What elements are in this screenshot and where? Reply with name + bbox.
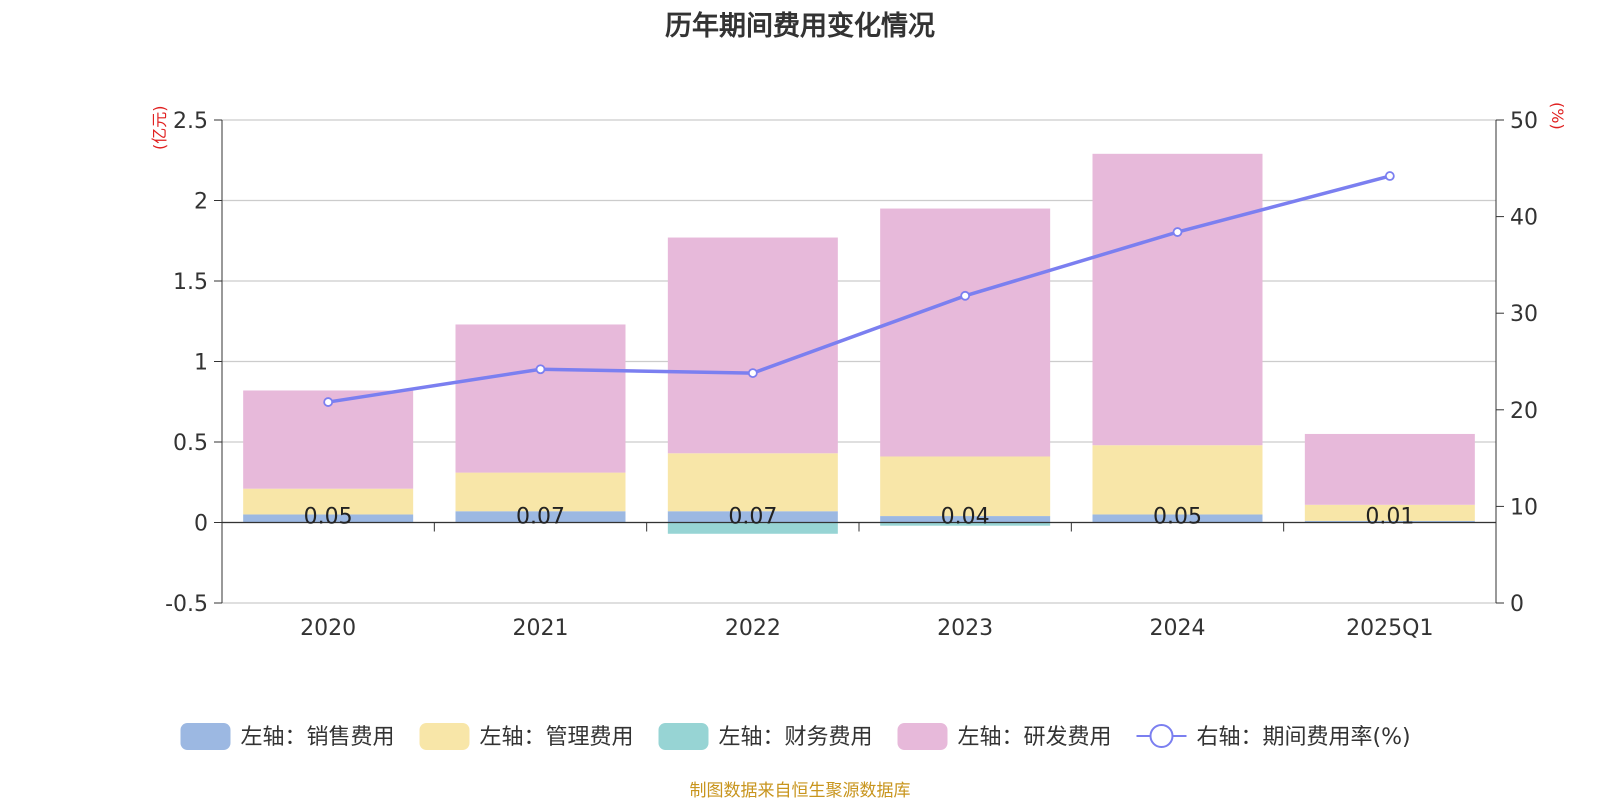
legend-label: 左轴：财务费用 [719,725,873,750]
legend-label: 左轴：管理费用 [480,725,634,750]
x-axis-tick-label: 2023 [937,616,993,641]
left-axis-tick-label: -0.5 [165,592,208,617]
bar-segment [667,511,838,523]
bar-segment [455,472,626,512]
chart-title: 历年期间费用变化情况 [665,11,935,42]
legend: 左轴：销售费用 左轴：管理费用 左轴：财务费用 左轴：研发费用 右轴：期间费用率(%) [180,723,1411,750]
bar-segment [1092,514,1263,523]
left-axis-tick-label: 2 [194,190,208,215]
right-axis-tick-label: 30 [1510,302,1538,327]
bar-segment [1092,153,1263,446]
right-axis-tick-label: 0 [1510,592,1524,617]
bar-segment [1304,520,1475,523]
line-point [747,368,758,378]
legend-item: 左轴：财务费用 [658,723,873,750]
x-axis-tick-label: 2021 [513,616,569,641]
legend-swatch [180,723,231,750]
legend-swatch [897,723,948,750]
legend-swatch [419,723,470,750]
bar-segment [667,237,838,454]
legend-swatch [658,723,709,750]
x-axis-tick-label: 2022 [725,616,781,641]
left-axis-tick-label: 0 [194,512,208,537]
right-axis-tick-label: 40 [1510,206,1538,231]
bar-segment [880,456,1051,517]
legend-label: 左轴：研发费用 [958,725,1112,750]
bar-segment [243,514,414,523]
data-label: 0.04 [941,505,990,530]
x-axis-tick-label: 2025Q1 [1346,616,1433,641]
left-axis-tick-label: 0.5 [173,431,208,456]
source-note: 制图数据来自恒生聚源数据库 [689,781,911,801]
bar-segment [667,453,838,512]
x-axis-tick-label: 2024 [1150,616,1206,641]
left-axis-tick-label: 2.5 [173,109,208,134]
bar-segment [880,208,1051,457]
legend-circle-marker [1149,724,1174,748]
right-axis-tick-label: 20 [1510,399,1538,424]
line-point [323,397,334,407]
bar-segment [1304,504,1475,521]
bar-segment [1304,433,1475,505]
data-label: 0.05 [304,505,353,530]
line-point [1172,227,1183,237]
bar-segment [455,324,626,473]
line-point [1384,171,1395,181]
legend-item: 左轴：销售费用 [180,723,395,750]
x-axis-tick-label: 2020 [300,616,356,641]
line-point [960,290,971,301]
legend-label: 右轴：期间费用率(%) [1197,725,1411,750]
left-axis-tick-label: 1.5 [173,270,208,295]
bar-segment [1092,445,1263,515]
right-axis-tick-label: 10 [1510,495,1538,520]
data-label: 0.07 [516,505,565,530]
left-axis-tick-label: 1 [194,351,208,376]
bar-segment [243,488,414,515]
legend-item: 左轴：研发费用 [897,723,1112,750]
legend-label: 左轴：销售费用 [241,725,395,750]
bar-segment [880,522,1051,526]
data-label: 0.05 [1153,505,1202,530]
legend-item: 右轴：期间费用率(%) [1136,724,1411,750]
legend-item: 左轴：管理费用 [419,723,634,750]
data-label: 0.07 [728,505,777,530]
line-series-expense-ratio [327,174,1391,404]
bar-segment [455,511,626,523]
bar-segment [667,522,838,534]
line-point [535,364,546,375]
data-label: 0.01 [1365,505,1414,530]
right-axis-tick-label: 50 [1510,109,1538,134]
bar-segment [880,516,1051,523]
